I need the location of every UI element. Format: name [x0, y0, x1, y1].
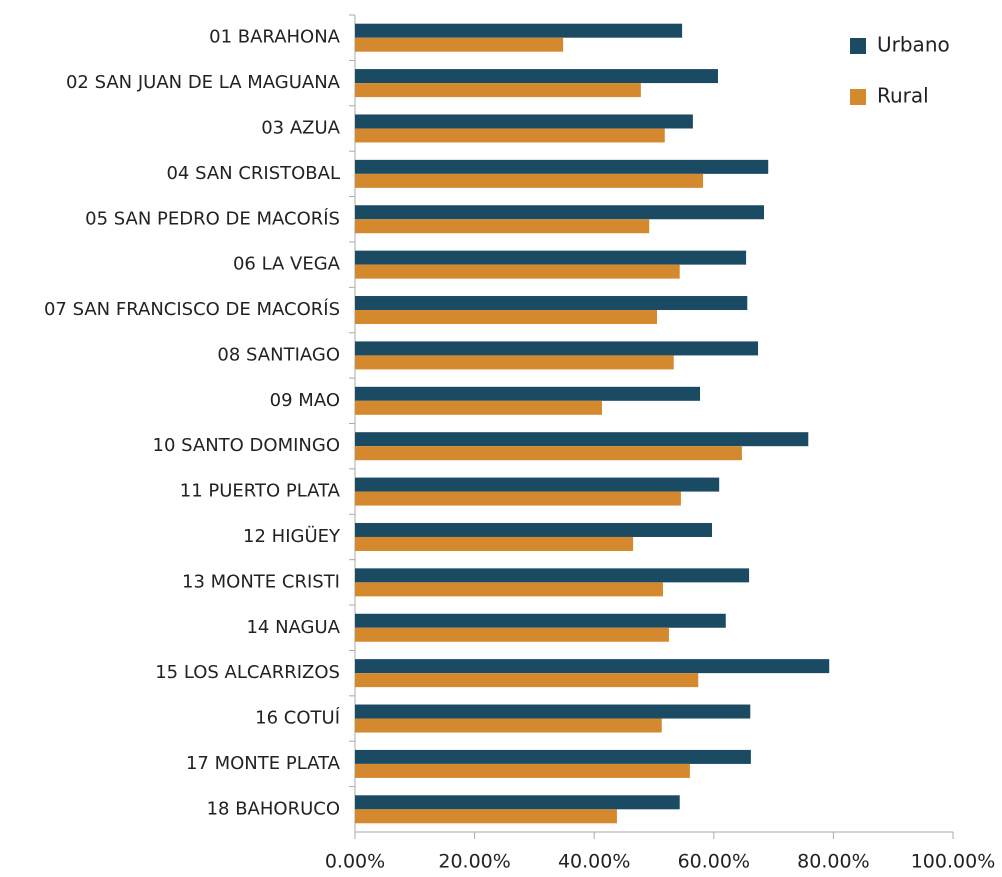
bar [355, 114, 693, 129]
bar [355, 83, 641, 98]
y-tick-label: 16 COTUÍ [255, 707, 340, 729]
x-tick-label: 100.00% [911, 851, 996, 873]
legend-label: Rural [877, 84, 929, 108]
y-tick-label: 06 LA VEGA [233, 254, 341, 275]
y-tick-label: 01 BARAHONA [209, 27, 341, 48]
bar [355, 205, 765, 220]
bar [355, 659, 830, 674]
y-tick-label: 02 SAN JUAN DE LA MAGUANA [66, 72, 341, 93]
bar [355, 37, 564, 52]
bar [355, 69, 718, 84]
bar [355, 477, 720, 492]
bar [355, 704, 751, 719]
bar [355, 763, 690, 778]
bar [355, 173, 704, 188]
bar [355, 627, 669, 642]
bar [355, 673, 699, 688]
bar [355, 341, 759, 356]
bar [355, 809, 617, 824]
bar [355, 522, 713, 537]
bar [355, 613, 726, 628]
bar [355, 264, 680, 279]
bar [355, 159, 769, 174]
bar [355, 355, 674, 370]
x-tick-label: 20.00% [438, 851, 510, 873]
bar [355, 749, 751, 764]
y-tick-label: 04 SAN CRISTOBAL [166, 163, 340, 184]
bar [355, 296, 748, 311]
y-tick-label: 03 AZUA [261, 117, 340, 138]
x-tick-label: 60.00% [678, 851, 750, 873]
y-tick-label: 09 MAO [270, 390, 340, 411]
bar [355, 795, 680, 810]
bar [355, 23, 683, 38]
y-tick-label: 12 HIGÜEY [243, 525, 341, 547]
bar [355, 128, 665, 143]
bar [355, 446, 742, 461]
y-tick-label: 07 SAN FRANCISCO DE MACORÍS [44, 298, 340, 320]
legend-swatch [850, 89, 866, 105]
bar [355, 250, 747, 265]
y-tick-label: 18 BAHORUCO [207, 798, 340, 819]
bar [355, 386, 701, 401]
legend-swatch [850, 38, 866, 54]
y-tick-label: 17 MONTE PLATA [186, 753, 341, 774]
y-tick-label: 13 MONTE CRISTI [182, 571, 340, 592]
y-tick-label: 11 PUERTO PLATA [180, 481, 341, 502]
y-tick-label: 14 NAGUA [246, 617, 340, 638]
y-tick-label: 15 LOS ALCARRIZOS [155, 662, 340, 683]
bar [355, 219, 650, 234]
bar [355, 718, 662, 733]
x-tick-label: 80.00% [797, 851, 869, 873]
x-tick-label: 0.00% [325, 851, 385, 873]
legend-label: Urbano [877, 33, 950, 57]
y-tick-label: 08 SANTIAGO [217, 344, 340, 365]
y-tick-label: 10 SANTO DOMINGO [153, 435, 341, 456]
y-tick-label: 05 SAN PEDRO DE MACORÍS [85, 207, 340, 229]
bar [355, 582, 663, 597]
bar [355, 491, 681, 506]
x-tick-label: 40.00% [558, 851, 630, 873]
bar [355, 432, 809, 447]
bar [355, 310, 657, 325]
bar [355, 568, 750, 583]
bar [355, 400, 602, 415]
bar [355, 536, 634, 551]
